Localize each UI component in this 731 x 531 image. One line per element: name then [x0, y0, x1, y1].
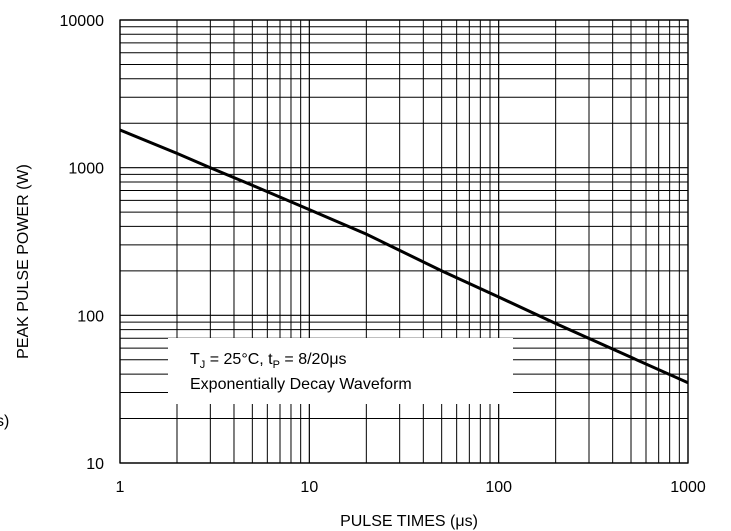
annotation-line-2: Exponentially Decay Waveform: [190, 376, 412, 393]
plot-frame: [119, 19, 689, 464]
annotation-p-subscript: P: [273, 359, 280, 371]
annotation-end: = 8/20μs: [280, 351, 347, 368]
y-tick-label: 10: [86, 456, 104, 473]
y-tick-label: 100: [77, 308, 104, 325]
y-tick-labels: 10 100 1000 10000: [60, 13, 105, 473]
clipped-edge-text: s): [0, 413, 9, 430]
annotation-mid: = 25°C, t: [205, 351, 273, 368]
series-line-peak-pulse-power: [119, 128, 689, 385]
y-tick-label: 10000: [60, 13, 105, 30]
x-tick-label: 1: [116, 479, 125, 496]
x-tick-label: 100: [485, 479, 512, 496]
annotation-box: TJ = 25°C, tP = 8/20μs Exponentially Dec…: [168, 338, 513, 404]
x-tick-label: 1000: [670, 479, 706, 496]
x-axis-title: PULSE TIMES (μs): [340, 513, 478, 530]
annotation-t: T: [190, 351, 200, 368]
y-tick-label: 1000: [68, 161, 104, 178]
x-tick-labels: 1 10 100 1000: [116, 479, 706, 496]
y-axis-title: PEAK PULSE POWER (W): [15, 164, 32, 359]
annotation-t-subscript: J: [200, 359, 206, 371]
annotation-background: [168, 338, 513, 404]
x-tick-label: 10: [300, 479, 318, 496]
annotation-line-1: TJ = 25°C, tP = 8/20μs: [190, 351, 347, 371]
